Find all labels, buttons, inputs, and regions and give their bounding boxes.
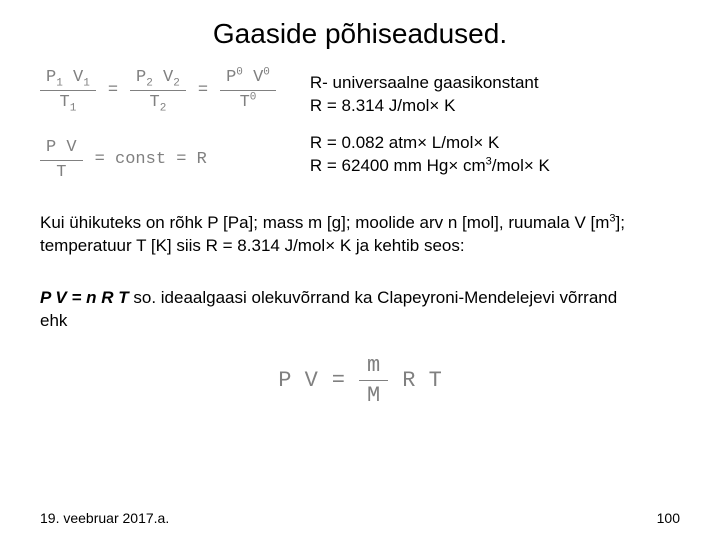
equations-left-column: P1 V1 T1 = P2 V2 T2 = P0 V0 T0	[40, 66, 276, 186]
footer-date: 19. veebruar 2017.a.	[40, 510, 169, 526]
const-r-text: = const = R	[95, 150, 207, 170]
slide-content: P1 V1 T1 = P2 V2 T2 = P0 V0 T0	[0, 66, 720, 410]
units-paragraph: Kui ühikuteks on rõhk P [Pa]; mass m [g]…	[40, 212, 680, 258]
r-description: R- universaalne gaasikonstant	[310, 72, 550, 95]
fraction-p1v1-t1: P1 V1 T1	[40, 66, 96, 116]
slide-footer: 19. veebruar 2017.a. 100	[40, 510, 680, 526]
clapeyron-equation: P V = m M R T	[278, 351, 442, 410]
eq-lhs: P V	[278, 368, 318, 393]
ideal-gas-paragraph: P V = n R T so. ideaalgaasi olekuvõrrand…	[40, 287, 680, 333]
r-value-atm: R = 0.082 atm× L/mol× K	[310, 132, 550, 155]
eq-rhs: R T	[402, 368, 442, 393]
gas-constant-values: R- universaalne gaasikonstant R = 8.314 …	[310, 72, 550, 178]
fraction-p2v2-t2: P2 V2 T2	[130, 66, 186, 116]
r-value-mmhg: R = 62400 mm Hg× cm3/mol× K	[310, 155, 550, 178]
fraction-pv-t: P V T	[40, 136, 83, 186]
equals-sign: =	[332, 368, 345, 393]
pv-over-t-equals-r: P V T = const = R	[40, 136, 276, 186]
footer-page-number: 100	[657, 510, 680, 526]
row-equations-and-constants: P1 V1 T1 = P2 V2 T2 = P0 V0 T0	[40, 66, 680, 186]
slide-title: Gaaside põhiseadused.	[0, 0, 720, 56]
equals-sign: =	[196, 81, 210, 101]
r-value-si: R = 8.314 J/mol× K	[310, 95, 550, 118]
ideal-gas-law-bold: P V = n R T	[40, 288, 129, 307]
fraction-m-over-M: m M	[359, 351, 388, 410]
equals-sign: =	[106, 81, 120, 101]
ehk-text: ehk	[40, 311, 67, 330]
combined-gas-law: P1 V1 T1 = P2 V2 T2 = P0 V0 T0	[40, 66, 276, 116]
fraction-p0v0-t0: P0 V0 T0	[220, 66, 276, 116]
clapeyron-equation-wrap: P V = m M R T	[40, 351, 680, 410]
